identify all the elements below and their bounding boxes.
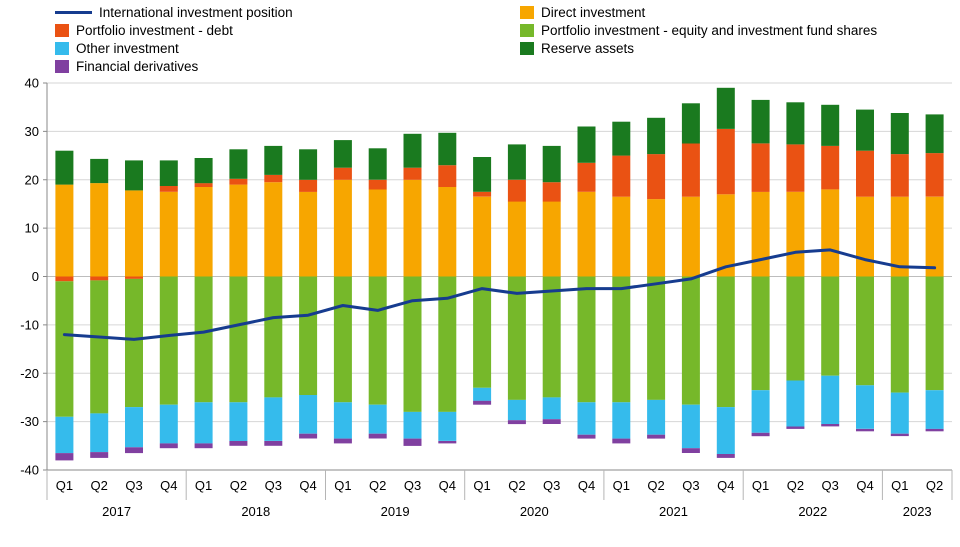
svg-text:Q2: Q2 [508,478,525,493]
legend-label: Direct investment [541,4,646,20]
legend-item-international-investment-position: International investment position [55,3,520,21]
box-swatch-icon [520,23,534,37]
svg-text:-40: -40 [20,463,39,478]
legend-label: Portfolio investment - debt [76,22,233,38]
svg-text:Q2: Q2 [369,478,386,493]
svg-text:Q4: Q4 [856,478,873,493]
svg-text:Q3: Q3 [822,478,839,493]
legend-item-direct-investment: Direct investment [520,3,877,21]
svg-text:Q1: Q1 [891,478,908,493]
svg-text:Q3: Q3 [265,478,282,493]
svg-text:Q2: Q2 [230,478,247,493]
svg-text:Q1: Q1 [334,478,351,493]
svg-text:Q2: Q2 [787,478,804,493]
svg-text:Q3: Q3 [404,478,421,493]
svg-text:-30: -30 [20,414,39,429]
svg-text:Q4: Q4 [717,478,734,493]
svg-text:Q3: Q3 [682,478,699,493]
svg-text:40: 40 [25,76,39,91]
line-swatch-icon [55,10,92,14]
box-swatch-icon [520,5,534,19]
legend-item-portfolio-investment-debt: Portfolio investment - debt [55,21,520,39]
svg-text:Q4: Q4 [439,478,456,493]
svg-text:2019: 2019 [381,504,410,519]
legend-item-reserve-assets: Reserve assets [520,39,877,57]
svg-text:Q3: Q3 [543,478,560,493]
svg-text:20: 20 [25,172,39,187]
box-swatch-icon [55,59,69,73]
legend-label: International investment position [99,4,293,20]
svg-text:2018: 2018 [241,504,270,519]
svg-text:-20: -20 [20,366,39,381]
svg-text:30: 30 [25,124,39,139]
svg-text:Q4: Q4 [160,478,177,493]
svg-text:Q1: Q1 [752,478,769,493]
legend-label: Financial derivatives [76,58,199,74]
chart-legend: International investment position Portfo… [55,3,877,75]
svg-text:2017: 2017 [102,504,131,519]
svg-text:2021: 2021 [659,504,688,519]
legend-item-portfolio-investment-equity: Portfolio investment - equity and invest… [520,21,877,39]
box-swatch-icon [55,23,69,37]
svg-text:Q2: Q2 [926,478,943,493]
svg-text:Q4: Q4 [578,478,595,493]
svg-text:Q4: Q4 [299,478,316,493]
legend-label: Other investment [76,40,179,56]
legend-column-left: International investment position Portfo… [55,3,520,75]
svg-text:Q2: Q2 [91,478,108,493]
svg-text:0: 0 [32,269,39,284]
svg-text:Q1: Q1 [195,478,212,493]
box-swatch-icon [55,41,69,55]
svg-text:Q2: Q2 [647,478,664,493]
legend-label: Reserve assets [541,40,635,56]
svg-text:Q1: Q1 [56,478,73,493]
svg-text:Q3: Q3 [125,478,142,493]
svg-text:2022: 2022 [798,504,827,519]
svg-text:2020: 2020 [520,504,549,519]
svg-text:2023: 2023 [903,504,932,519]
svg-text:Q1: Q1 [613,478,630,493]
box-swatch-icon [520,41,534,55]
svg-text:10: 10 [25,221,39,236]
svg-text:Q1: Q1 [473,478,490,493]
legend-item-other-investment: Other investment [55,39,520,57]
svg-text:-10: -10 [20,317,39,332]
legend-column-right: Direct investment Portfolio investment -… [520,3,877,75]
legend-item-financial-derivatives: Financial derivatives [55,57,520,75]
legend-label: Portfolio investment - equity and invest… [541,22,878,38]
